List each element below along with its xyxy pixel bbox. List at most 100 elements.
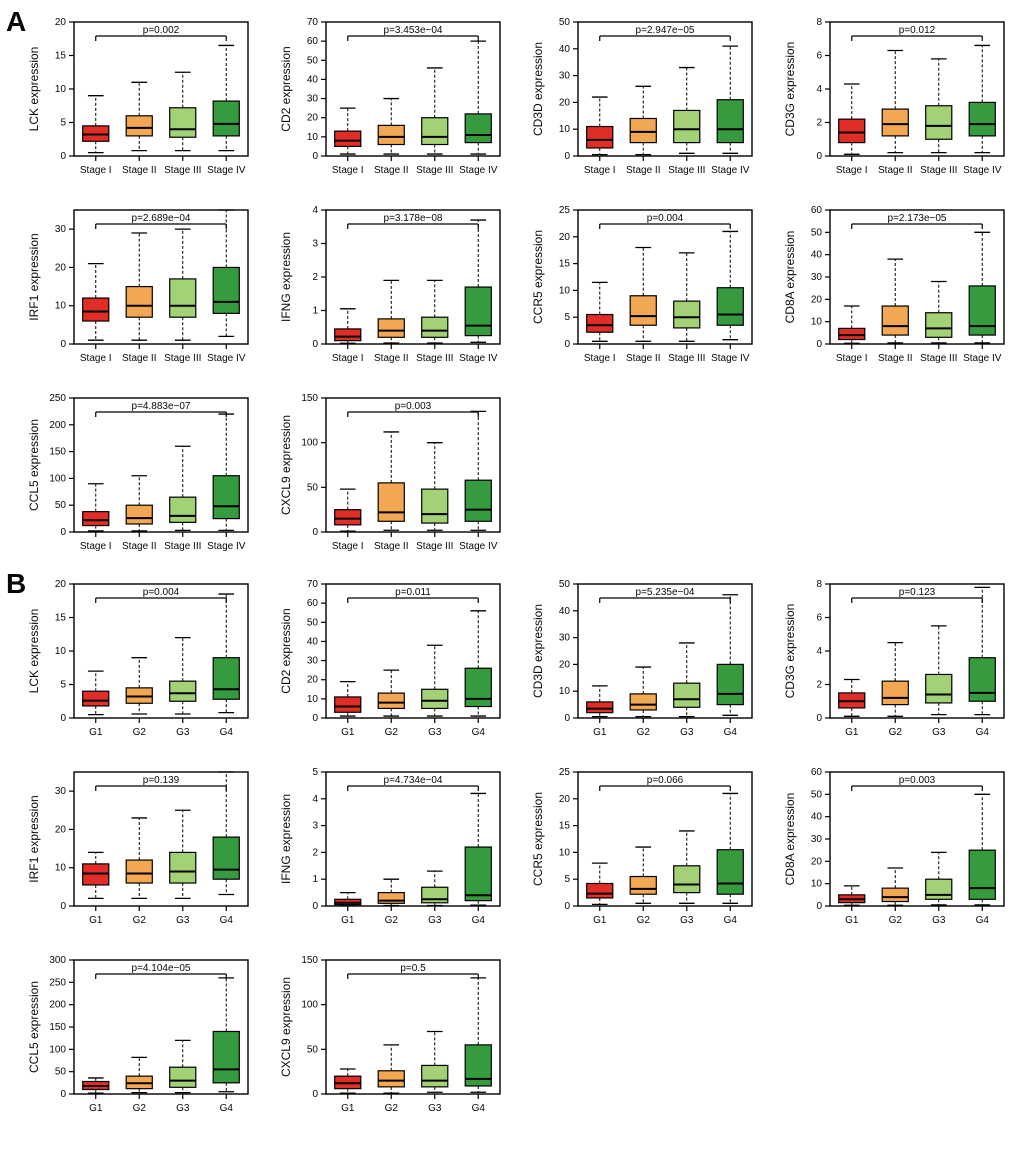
svg-text:20: 20 (559, 794, 571, 805)
svg-text:20: 20 (811, 856, 823, 867)
x-tick-label: Stage I (80, 541, 112, 552)
boxplot-panel: 050100150CXCL9 expressionStage IStage II… (276, 390, 506, 560)
svg-text:30: 30 (307, 656, 319, 667)
svg-text:30: 30 (55, 786, 67, 797)
x-tick-label: G4 (220, 727, 234, 738)
svg-text:200: 200 (49, 1000, 66, 1011)
y-axis-label: CD8A expression (783, 793, 797, 886)
svg-text:10: 10 (55, 301, 67, 312)
p-value-label: p=0.011 (395, 587, 431, 598)
x-tick-label: G4 (724, 915, 738, 926)
x-tick-label: Stage III (416, 541, 453, 552)
x-tick-label: Stage I (332, 165, 364, 176)
svg-text:150: 150 (49, 447, 66, 458)
svg-text:0: 0 (564, 151, 570, 162)
svg-text:70: 70 (307, 579, 319, 590)
x-tick-label: G1 (845, 727, 859, 738)
svg-text:0: 0 (312, 339, 318, 350)
p-value-label: p=5.235e−04 (636, 587, 695, 598)
x-tick-label: G4 (976, 727, 990, 738)
x-tick-label: G2 (637, 727, 651, 738)
p-value-label: p=0.5 (400, 963, 426, 974)
svg-text:10: 10 (811, 879, 823, 890)
svg-text:20: 20 (559, 232, 571, 243)
svg-text:20: 20 (307, 113, 319, 124)
x-tick-label: G3 (176, 727, 190, 738)
x-tick-label: G4 (220, 915, 234, 926)
boxplot-panel: 0102030IRF1 expressionG1G2G3G4p=0.139 (24, 764, 254, 934)
y-axis-label: CCL5 expression (27, 981, 41, 1073)
svg-text:0: 0 (60, 151, 66, 162)
x-tick-label: Stage II (374, 541, 408, 552)
svg-text:250: 250 (49, 393, 66, 404)
x-tick-label: G2 (385, 1103, 399, 1114)
boxplot-panel: 0510152025CCR5 expressionStage IStage II… (528, 202, 758, 372)
svg-text:10: 10 (55, 84, 67, 95)
x-tick-label: Stage II (374, 353, 408, 364)
boxplot-panel: 050100150200250CCL5 expressionStage ISta… (24, 390, 254, 560)
x-tick-label: G3 (428, 1103, 442, 1114)
svg-text:100: 100 (301, 438, 318, 449)
svg-text:20: 20 (307, 675, 319, 686)
boxplot-panel: 050100150CXCL9 expressionG1G2G3G4p=0.5 (276, 952, 506, 1122)
svg-text:40: 40 (307, 636, 319, 647)
svg-text:10: 10 (559, 124, 571, 135)
svg-text:150: 150 (301, 955, 318, 966)
svg-text:20: 20 (559, 97, 571, 108)
p-value-label: p=0.139 (143, 775, 180, 786)
y-axis-label: IRF1 expression (27, 233, 41, 320)
svg-text:5: 5 (564, 312, 570, 323)
x-tick-label: G4 (724, 727, 738, 738)
svg-text:25: 25 (559, 767, 571, 778)
x-tick-label: Stage IV (711, 165, 750, 176)
svg-text:0: 0 (816, 901, 822, 912)
x-tick-label: Stage I (332, 353, 364, 364)
svg-text:2: 2 (312, 272, 318, 283)
svg-text:0: 0 (312, 713, 318, 724)
x-tick-label: G1 (89, 727, 103, 738)
y-axis-label: IFNG expression (279, 794, 293, 884)
x-tick-label: G4 (472, 1103, 486, 1114)
x-tick-label: G3 (176, 915, 190, 926)
svg-text:30: 30 (811, 272, 823, 283)
x-tick-label: Stage II (878, 165, 912, 176)
svg-text:0: 0 (60, 713, 66, 724)
svg-text:0: 0 (564, 713, 570, 724)
p-value-label: p=0.123 (899, 587, 936, 598)
x-tick-label: G4 (472, 727, 486, 738)
svg-text:70: 70 (307, 17, 319, 28)
svg-text:150: 150 (49, 1022, 66, 1033)
x-tick-label: G1 (89, 915, 103, 926)
x-tick-label: G2 (385, 727, 399, 738)
panel-grid: 05101520LCK expressionG1G2G3G4p=0.004010… (24, 576, 1006, 1122)
x-tick-label: Stage IV (207, 353, 246, 364)
svg-text:0: 0 (60, 339, 66, 350)
svg-text:0: 0 (312, 527, 318, 538)
boxplot-panel: 0510152025CCR5 expressionG1G2G3G4p=0.066 (528, 764, 758, 934)
x-tick-label: Stage I (836, 165, 868, 176)
svg-text:10: 10 (307, 694, 319, 705)
svg-text:0: 0 (60, 527, 66, 538)
x-tick-label: Stage III (668, 165, 705, 176)
boxplot-panel: 05101520LCK expressionG1G2G3G4p=0.004 (24, 576, 254, 746)
x-tick-label: G3 (680, 727, 694, 738)
y-axis-label: CD3G expression (783, 604, 797, 699)
x-tick-label: Stage III (920, 353, 957, 364)
p-value-label: p=0.012 (899, 25, 936, 36)
y-axis-label: CCL5 expression (27, 419, 41, 511)
x-tick-label: G2 (889, 727, 903, 738)
x-tick-label: Stage I (836, 353, 868, 364)
boxplot-panel: 01020304050CD3D expressionStage IStage I… (528, 14, 758, 184)
p-value-label: p=0.002 (143, 25, 180, 36)
svg-text:300: 300 (49, 955, 66, 966)
boxplot-panel: 0102030405060CD8A expressionStage IStage… (780, 202, 1010, 372)
panel-grid: 05101520LCK expressionStage IStage IISta… (24, 14, 1006, 560)
y-axis-label: CXCL9 expression (279, 977, 293, 1077)
x-tick-label: Stage IV (207, 541, 246, 552)
svg-text:5: 5 (60, 680, 66, 691)
x-tick-label: Stage III (920, 165, 957, 176)
x-tick-label: G4 (976, 915, 990, 926)
svg-text:100: 100 (49, 1044, 66, 1055)
svg-text:50: 50 (55, 1067, 67, 1078)
x-tick-label: G1 (845, 915, 859, 926)
